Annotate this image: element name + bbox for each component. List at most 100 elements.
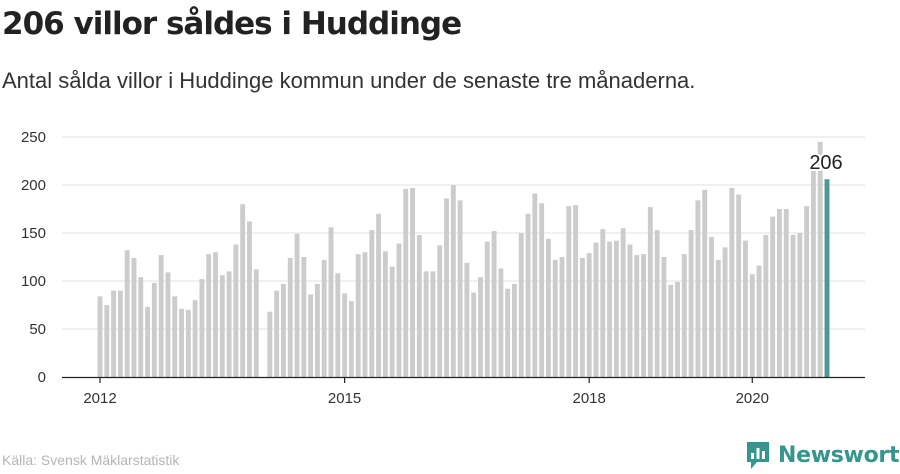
- bar: [158, 255, 164, 377]
- bar: [179, 308, 184, 377]
- bar: [722, 247, 728, 377]
- bar: [437, 245, 443, 377]
- bar: [654, 230, 660, 377]
- bar: [586, 253, 592, 377]
- bar: [709, 236, 714, 377]
- bar: [165, 272, 171, 377]
- bar: [627, 244, 633, 377]
- bar: [226, 271, 232, 377]
- bar: [389, 266, 395, 377]
- bar: [573, 205, 579, 377]
- bar: [403, 188, 409, 377]
- bar: [342, 293, 348, 377]
- bar: [294, 233, 300, 377]
- chart-title: 206 villor såldes i Huddinge: [2, 6, 462, 42]
- bar: [444, 198, 449, 377]
- bar: [613, 240, 619, 377]
- bar: [274, 290, 280, 377]
- bar: [478, 277, 483, 377]
- bar: [566, 206, 572, 377]
- bar: [267, 311, 273, 377]
- bar: [491, 231, 497, 377]
- bar: [681, 254, 687, 377]
- y-tick-label: 0: [38, 369, 46, 386]
- bar: [797, 233, 803, 377]
- bar: [287, 257, 293, 377]
- bar: [369, 230, 375, 377]
- bar: [471, 292, 477, 377]
- bar: [213, 252, 218, 377]
- bar: [579, 257, 585, 377]
- bar: [247, 221, 252, 377]
- y-tick-label: 100: [21, 273, 46, 290]
- bar: [790, 234, 796, 377]
- bar: [593, 242, 599, 377]
- bar: [763, 234, 769, 377]
- x-tick-label: 2020: [736, 390, 769, 407]
- y-tick-label: 250: [21, 129, 46, 146]
- bar: [314, 283, 320, 377]
- bar: [715, 259, 721, 377]
- bar: [736, 194, 742, 377]
- bar: [308, 294, 314, 377]
- bar: [675, 281, 680, 377]
- bar: [641, 254, 646, 377]
- bar: [505, 288, 511, 377]
- bar: [545, 238, 551, 377]
- bar: [240, 204, 246, 377]
- bar: [518, 233, 524, 377]
- bar: [525, 213, 531, 377]
- highlight-data-label: 206: [809, 152, 842, 174]
- bar: [124, 250, 130, 377]
- bar: [810, 169, 816, 377]
- bar: [498, 268, 504, 377]
- bar: [776, 209, 782, 377]
- bar: [376, 213, 382, 377]
- bar: [749, 274, 755, 377]
- bar: [328, 227, 334, 377]
- bar: [783, 209, 789, 377]
- bar-chart: 0 50 100 150 200 250 2012 2015 2018 2020 206: [21, 129, 865, 407]
- bar: [410, 187, 415, 377]
- bar: [512, 283, 517, 377]
- bar: [647, 207, 653, 377]
- bar: [382, 251, 388, 377]
- bar: [233, 244, 239, 377]
- newsworthy-chart-bubble-icon: [747, 442, 769, 469]
- bar: [131, 257, 137, 377]
- bar: [607, 241, 613, 377]
- bar: [661, 257, 667, 377]
- bar: [396, 243, 402, 377]
- bar: [804, 206, 810, 377]
- bar: [743, 240, 748, 377]
- bar: [770, 216, 776, 377]
- bar: [430, 271, 436, 377]
- bar: [416, 234, 422, 377]
- bar: [362, 252, 368, 377]
- bar: [172, 296, 178, 377]
- bar: [138, 277, 144, 377]
- bar: [253, 269, 259, 377]
- bar: [620, 228, 626, 377]
- source-note: Källa: Svensk Mäklarstatistik: [2, 452, 180, 468]
- bar: [756, 265, 762, 377]
- bar: [117, 290, 123, 377]
- bar: [702, 189, 708, 377]
- bar: [348, 301, 354, 377]
- bar: [145, 306, 150, 377]
- bar: [185, 309, 191, 377]
- bar: [355, 254, 361, 377]
- bar: [600, 229, 606, 377]
- newsworthy-brand[interactable]: Newsworthy: [745, 440, 900, 470]
- bar: [151, 282, 157, 377]
- x-tick-label: 2018: [573, 390, 606, 407]
- x-tick-label: 2012: [83, 390, 116, 407]
- bar: [559, 257, 565, 377]
- brand-name: Newsworthy: [778, 442, 900, 468]
- bar: [552, 259, 558, 377]
- bar: [532, 193, 538, 377]
- bar: [97, 296, 103, 377]
- bar: [464, 262, 470, 377]
- bar: [301, 257, 307, 377]
- bar: [335, 273, 341, 377]
